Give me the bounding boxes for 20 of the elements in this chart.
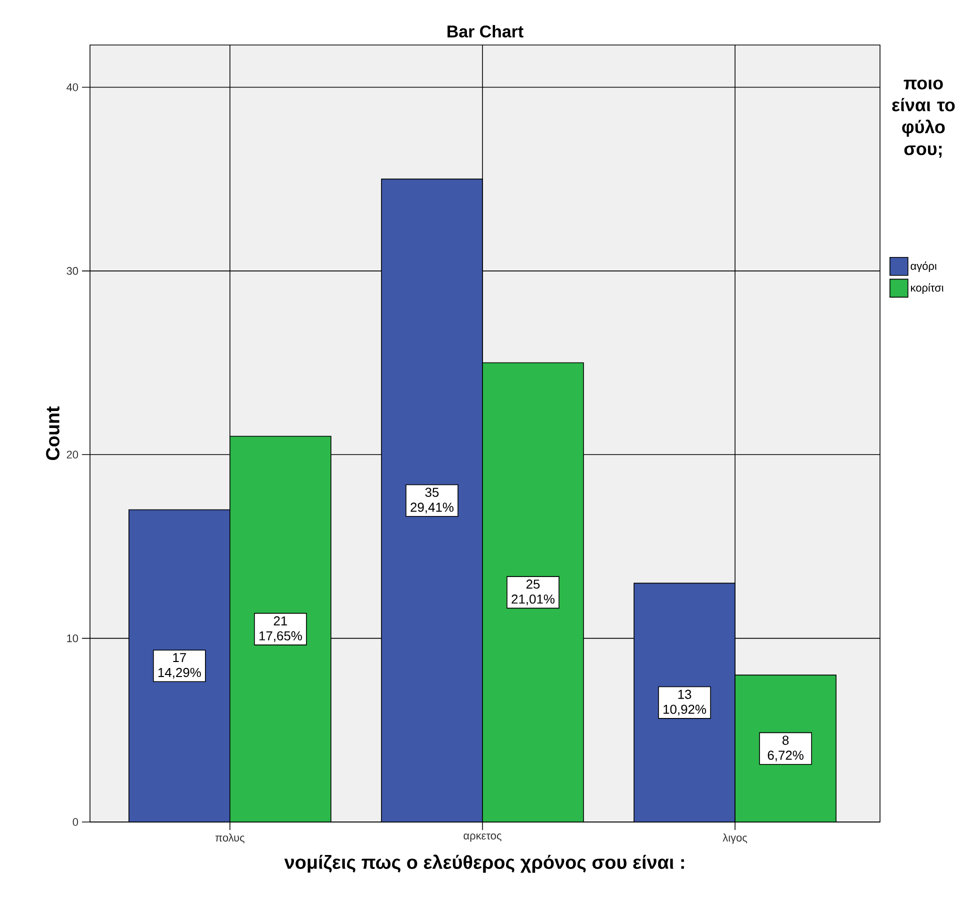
legend-label: κορίτσι <box>911 283 944 294</box>
x-tick-label: πολυς <box>215 834 244 844</box>
data-label: 8 6,72% <box>768 736 804 762</box>
data-label: 25 21,01% <box>512 580 554 606</box>
y-axis-title: Count <box>46 406 60 460</box>
y-tick-label: 20 <box>66 450 78 458</box>
x-axis-title: νομίζεις πως ο ελεύθερος χρόνος σου είναι : <box>284 854 684 873</box>
y-tick-label: 30 <box>66 267 78 275</box>
legend-label: αγόρι <box>910 262 937 272</box>
y-tick-label: 10 <box>67 634 78 642</box>
legend-title: ποιο είναι το φύλο σου; <box>892 80 955 158</box>
y-tick-label: 40 <box>66 83 78 92</box>
chart-title: Bar Chart <box>448 25 524 38</box>
data-label: 35 29,41% <box>410 488 454 514</box>
y-tick-label: 0 <box>72 818 78 826</box>
data-label: 21 17,65% <box>259 616 302 642</box>
x-tick-label: αρκετος <box>464 834 502 842</box>
x-tick-label: λιγος <box>722 834 748 844</box>
data-label: 13 10,92% <box>664 690 706 716</box>
data-label: 17 14,29% <box>158 653 201 679</box>
